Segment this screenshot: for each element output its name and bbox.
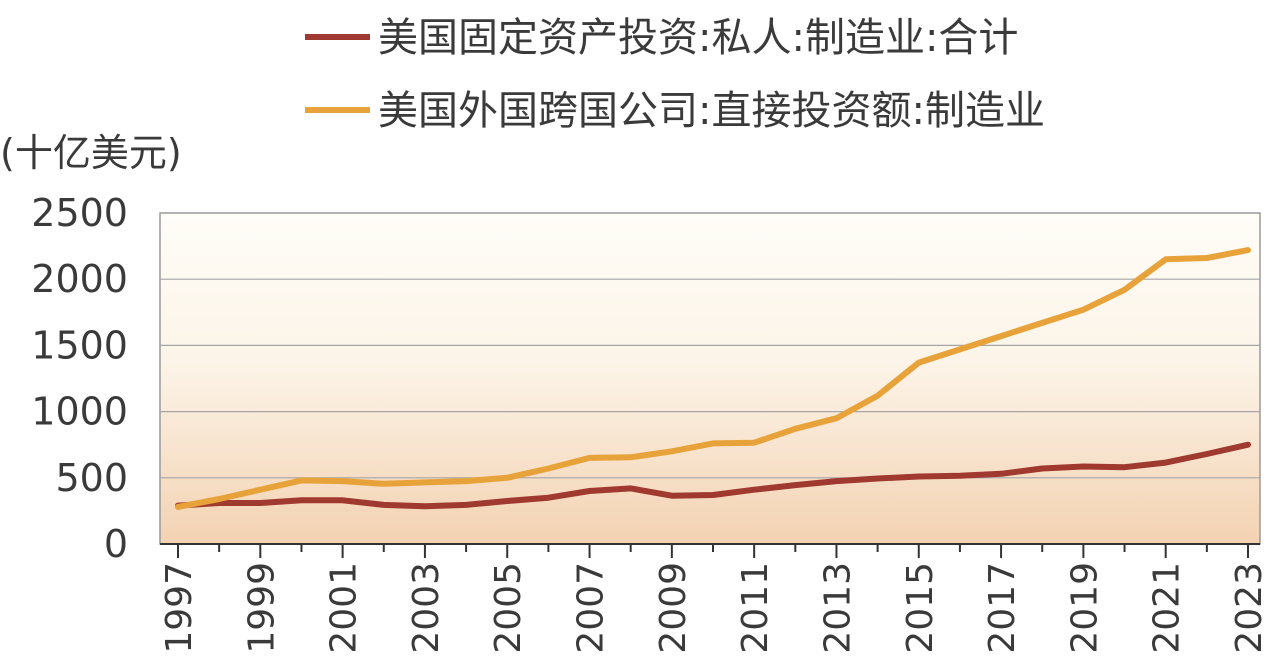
data-point-series-2	[998, 333, 1004, 339]
unit-label: (十亿美元)	[0, 131, 182, 175]
data-point-series-2	[586, 455, 593, 461]
y-tick-label: 500	[55, 456, 128, 500]
x-tick-label: 2017	[982, 562, 1023, 654]
data-point-series-2	[1121, 287, 1128, 293]
data-point-series-2	[545, 465, 552, 472]
data-point-series-2	[833, 415, 840, 421]
data-point-series-1	[381, 502, 387, 508]
data-point-series-1	[792, 482, 798, 488]
x-tick-label: 2023	[1229, 562, 1270, 654]
y-tick-label: 2500	[31, 191, 128, 235]
x-tick-label: 2021	[1147, 562, 1188, 654]
x-tick-label: 2009	[653, 562, 694, 654]
x-tick-label: 2001	[324, 562, 365, 654]
data-point-series-2	[340, 478, 346, 484]
data-point-series-2	[422, 479, 428, 485]
data-point-series-1	[463, 502, 469, 508]
data-point-series-2	[628, 454, 634, 460]
data-point-series-1	[875, 475, 881, 482]
data-point-series-1	[833, 478, 840, 484]
y-axis: 0 500 1000 1500 2000 2500	[31, 191, 128, 566]
data-point-series-2	[1080, 307, 1086, 313]
data-point-series-2	[669, 448, 675, 454]
data-point-series-2	[463, 478, 469, 484]
data-point-series-1	[1204, 451, 1210, 457]
data-point-series-2	[298, 477, 305, 483]
data-point-series-2	[175, 504, 181, 510]
data-point-series-2	[792, 426, 798, 432]
data-point-series-1	[1245, 442, 1251, 448]
y-tick-label: 0	[104, 522, 128, 566]
y-tick-label: 2000	[31, 257, 128, 301]
data-point-series-2	[381, 481, 387, 487]
data-point-series-1	[998, 471, 1004, 477]
x-tick-label: 2007	[571, 562, 612, 654]
data-point-series-1	[916, 473, 922, 480]
x-tick-label: 2015	[900, 562, 941, 654]
data-point-series-1	[422, 503, 428, 509]
x-tick-label: 2005	[488, 562, 529, 654]
data-point-series-1	[669, 493, 675, 499]
data-point-series-2	[216, 496, 222, 502]
data-point-series-1	[957, 473, 963, 479]
legend: 美国固定资产投资:私人:制造业:合计 美国外国跨国公司:直接投资额:制造业	[305, 15, 1045, 134]
data-point-series-1	[586, 488, 593, 494]
data-point-series-1	[628, 485, 634, 491]
x-tick-label: 2011	[735, 562, 776, 654]
data-point-series-2	[710, 440, 716, 446]
x-tick-label: 1997	[159, 562, 200, 654]
series-lines	[175, 247, 1251, 510]
x-tick-label: 1999	[241, 562, 282, 654]
data-point-series-2	[916, 360, 922, 366]
x-tick-label: 2019	[1064, 562, 1105, 654]
x-tick-label: 2003	[406, 562, 447, 654]
data-point-series-2	[957, 346, 963, 352]
legend-label-series-2: 美国外国跨国公司:直接投资额:制造业	[378, 88, 1045, 134]
data-point-series-2	[751, 440, 757, 446]
data-point-series-2	[1039, 320, 1045, 326]
gridlines	[160, 278, 1260, 479]
data-point-series-1	[1163, 460, 1169, 466]
data-point-series-1	[751, 487, 757, 493]
data-point-series-1	[1039, 465, 1045, 472]
data-point-series-1	[545, 495, 552, 501]
data-point-series-2	[504, 475, 510, 481]
y-tick-label: 1000	[31, 390, 128, 434]
data-point-series-2	[875, 393, 881, 399]
data-point-series-1	[1121, 464, 1128, 470]
x-axis: 1997 1999 2001 2003 2005 2007 2009 2011 2013 2015…	[159, 543, 1270, 654]
data-point-series-2	[1245, 247, 1251, 253]
data-point-series-1	[504, 498, 510, 504]
data-point-series-1	[340, 497, 346, 503]
y-tick-label: 1500	[31, 323, 128, 367]
data-point-series-2	[257, 487, 263, 493]
plot-area	[159, 212, 1261, 545]
legend-label-series-1: 美国固定资产投资:私人:制造业:合计	[378, 15, 1018, 61]
data-point-series-1	[257, 500, 263, 506]
data-point-series-1	[1080, 463, 1086, 470]
data-point-series-1	[298, 497, 305, 503]
data-point-series-1	[710, 492, 716, 498]
data-point-series-2	[1204, 255, 1210, 261]
data-point-series-2	[1163, 256, 1169, 262]
x-tick-label: 2013	[817, 562, 858, 654]
